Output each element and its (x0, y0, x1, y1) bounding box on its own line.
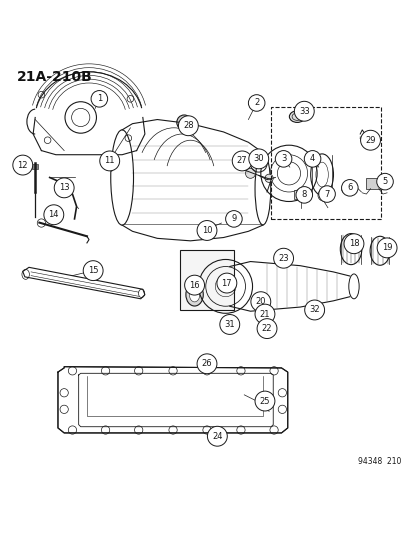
Circle shape (318, 186, 335, 203)
Circle shape (197, 354, 216, 374)
Circle shape (343, 234, 363, 254)
Text: 32: 32 (309, 305, 319, 314)
Ellipse shape (341, 186, 351, 193)
Text: 22: 22 (261, 324, 272, 333)
Circle shape (184, 275, 204, 295)
Circle shape (256, 319, 276, 338)
Bar (293, 190, 308, 199)
Circle shape (248, 95, 264, 111)
Circle shape (376, 173, 392, 190)
Text: 27: 27 (236, 156, 247, 165)
Circle shape (275, 151, 291, 167)
Circle shape (341, 180, 357, 196)
Circle shape (219, 314, 239, 334)
Text: 21A-210B: 21A-210B (17, 70, 92, 84)
Text: 1: 1 (97, 94, 102, 103)
Text: 9: 9 (231, 214, 236, 223)
Text: 14: 14 (48, 210, 59, 219)
Circle shape (176, 115, 191, 130)
Circle shape (245, 168, 255, 179)
Circle shape (44, 205, 64, 225)
Circle shape (216, 273, 236, 293)
Text: 11: 11 (104, 156, 115, 165)
Text: 6: 6 (347, 183, 351, 192)
Circle shape (250, 292, 270, 312)
Circle shape (304, 151, 320, 167)
Text: 33: 33 (298, 107, 309, 116)
Text: 7: 7 (324, 190, 329, 199)
Circle shape (264, 174, 273, 182)
Text: 8: 8 (301, 190, 306, 199)
Circle shape (13, 155, 33, 175)
Bar (32, 164, 38, 169)
Text: 12: 12 (17, 160, 28, 169)
Text: 10: 10 (201, 226, 212, 235)
Text: 4: 4 (309, 155, 314, 163)
Circle shape (360, 130, 380, 150)
Circle shape (54, 178, 74, 198)
Text: 15: 15 (88, 266, 98, 275)
Text: 29: 29 (364, 136, 375, 145)
Text: 24: 24 (211, 432, 222, 441)
Text: 18: 18 (348, 239, 358, 248)
Ellipse shape (189, 287, 199, 302)
Text: 25: 25 (259, 397, 270, 406)
Text: 23: 23 (278, 254, 288, 263)
Text: 21: 21 (259, 310, 270, 319)
Circle shape (376, 238, 396, 258)
Circle shape (197, 221, 216, 240)
Circle shape (304, 300, 324, 320)
Circle shape (273, 248, 293, 268)
Circle shape (232, 151, 252, 171)
Circle shape (295, 187, 312, 203)
Circle shape (254, 391, 274, 411)
Ellipse shape (259, 313, 268, 318)
Circle shape (225, 211, 242, 227)
Text: 26: 26 (201, 359, 212, 368)
Text: 17: 17 (221, 279, 232, 288)
Circle shape (91, 91, 107, 107)
Bar (271, 107, 380, 219)
Circle shape (100, 151, 119, 171)
Text: 5: 5 (382, 177, 387, 186)
Text: 31: 31 (224, 320, 235, 329)
Circle shape (178, 116, 198, 136)
Circle shape (207, 426, 227, 446)
Bar (180, 250, 233, 310)
Bar (365, 179, 383, 189)
Text: 3: 3 (280, 155, 285, 163)
Ellipse shape (185, 283, 203, 306)
Text: 16: 16 (189, 281, 199, 289)
Circle shape (294, 101, 313, 121)
Text: 30: 30 (253, 155, 263, 163)
Text: 19: 19 (381, 244, 392, 252)
Circle shape (83, 261, 103, 280)
Text: 20: 20 (255, 297, 266, 306)
Text: 28: 28 (183, 121, 193, 130)
Circle shape (248, 149, 268, 169)
Circle shape (254, 304, 274, 324)
Polygon shape (23, 268, 145, 299)
Circle shape (209, 427, 224, 442)
Ellipse shape (289, 111, 304, 123)
Text: 2: 2 (254, 99, 259, 108)
Polygon shape (58, 367, 287, 433)
Text: 94348  210: 94348 210 (357, 457, 401, 466)
Text: 13: 13 (59, 183, 69, 192)
Circle shape (317, 309, 323, 316)
